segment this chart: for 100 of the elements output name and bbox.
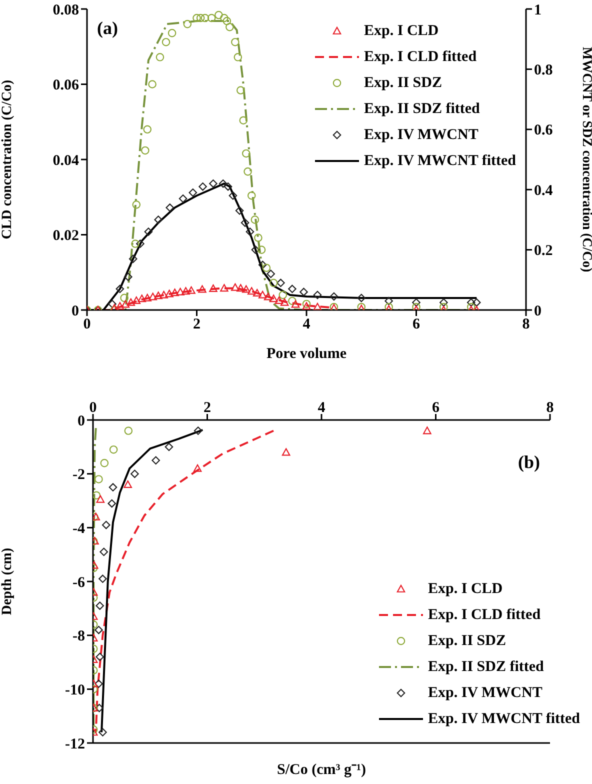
point (218, 179, 228, 188)
point (236, 86, 245, 94)
point (234, 53, 242, 62)
point (247, 191, 256, 200)
annotation: (a) (97, 18, 118, 39)
point (239, 116, 248, 125)
point (276, 278, 285, 288)
point (102, 520, 110, 530)
point (254, 234, 262, 242)
y-tick-label: 0 (72, 303, 79, 320)
legend-label: Exp. I CLD (428, 580, 503, 598)
legend-label: Exp. I CLD fitted (428, 606, 541, 624)
point (269, 278, 278, 288)
x-tick-label: 8 (522, 316, 530, 333)
point (98, 574, 107, 583)
point (96, 652, 104, 662)
point (235, 206, 244, 215)
point (148, 80, 156, 88)
point (95, 704, 104, 712)
point (178, 194, 188, 203)
point (220, 14, 228, 22)
point (152, 456, 160, 465)
point (330, 292, 338, 301)
point (156, 53, 164, 62)
point (466, 298, 476, 307)
point (266, 270, 275, 278)
point (166, 204, 174, 212)
point (207, 14, 216, 22)
point (240, 218, 250, 227)
point (200, 14, 210, 22)
point (226, 22, 234, 32)
point (132, 200, 141, 209)
point (440, 298, 448, 307)
y2-tick-label: 0.6 (534, 122, 554, 139)
x-tick-label: 0 (89, 400, 97, 416)
x-tick-label: 2 (204, 400, 211, 416)
point (412, 298, 420, 307)
point (128, 254, 138, 263)
y2-tick-label: 0.2 (534, 243, 553, 260)
y-tick-label: 0.08 (52, 2, 79, 18)
point (154, 216, 162, 224)
y-tick-label: -10 (65, 682, 85, 698)
y-tick-label: -2 (72, 467, 85, 484)
point (257, 246, 266, 254)
x-tick-label: 8 (546, 400, 554, 416)
point (384, 296, 393, 306)
point (244, 167, 252, 176)
point (162, 38, 170, 46)
point (164, 442, 174, 452)
point (108, 300, 116, 308)
point (209, 179, 218, 188)
point (94, 626, 103, 634)
point (258, 260, 267, 269)
point (198, 182, 207, 191)
point (194, 426, 202, 435)
point (288, 296, 296, 306)
legend-label: Exp. II SDZ fitted (428, 658, 544, 676)
point (144, 228, 153, 236)
point (116, 284, 124, 294)
point (300, 288, 308, 296)
y-axis-title: Depth (cm) (0, 548, 15, 616)
x-tick-label: 4 (318, 400, 326, 416)
x-tick-label: 2 (193, 316, 200, 333)
point (100, 548, 108, 556)
point (472, 298, 481, 307)
point (124, 272, 132, 282)
point (214, 10, 223, 20)
y2-tick-label: 1 (534, 2, 542, 18)
legend-label: Exp. II SDZ (428, 632, 506, 650)
x-axis-title: Pore volume (266, 346, 347, 362)
point (94, 680, 103, 688)
point (188, 188, 198, 197)
y-tick-label: 0 (78, 413, 85, 430)
legend-label: Exp. IV MWCNT (364, 126, 478, 144)
y-tick-label: -12 (65, 736, 85, 752)
y2-tick-label: 0.4 (534, 182, 554, 199)
point (278, 290, 288, 300)
point (136, 240, 144, 248)
x-tick-label: 4 (302, 316, 311, 333)
y-tick-label: 0.02 (52, 228, 79, 244)
point (98, 728, 107, 736)
y-tick-label: -4 (72, 520, 86, 537)
legend-label: Exp. I CLD fitted (364, 48, 477, 66)
x-tick-label: 6 (432, 400, 440, 416)
point (192, 14, 201, 22)
point (120, 294, 128, 302)
point (231, 38, 240, 46)
point (196, 14, 205, 22)
point (168, 28, 176, 38)
point (288, 284, 296, 294)
point (251, 246, 260, 254)
x-axis-title: S/Co (cm³ g⁻¹) (277, 762, 366, 778)
point (466, 302, 476, 310)
point (242, 149, 250, 158)
point (357, 294, 366, 302)
point (228, 191, 238, 200)
y-tick-label: -6 (72, 574, 86, 591)
y-tick-label: 0.06 (52, 78, 80, 94)
y2-tick-label: 0 (534, 303, 542, 320)
point (143, 125, 152, 134)
